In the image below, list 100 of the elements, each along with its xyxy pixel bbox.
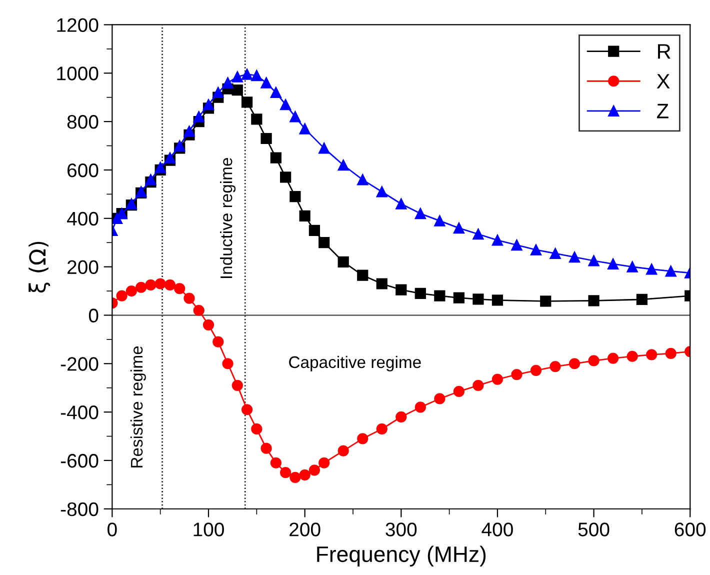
point — [550, 360, 561, 372]
point — [290, 472, 301, 483]
point — [434, 290, 446, 302]
point — [396, 411, 407, 422]
point — [232, 71, 243, 82]
point — [414, 288, 426, 299]
point — [434, 215, 446, 226]
point — [270, 86, 282, 98]
point — [241, 68, 253, 80]
point — [251, 423, 262, 435]
point — [232, 84, 243, 96]
point — [126, 285, 137, 297]
point — [453, 292, 464, 304]
y-tick-label: 200 — [68, 260, 98, 274]
point — [568, 252, 580, 263]
point — [270, 152, 282, 164]
point — [308, 464, 320, 476]
point — [472, 380, 484, 391]
point — [338, 256, 349, 268]
point — [626, 261, 638, 272]
y-tick-label: 1200 — [57, 18, 98, 32]
point — [164, 152, 176, 164]
x-tick-label: 400 — [482, 522, 513, 536]
point — [299, 210, 310, 222]
point — [116, 290, 128, 302]
annotation: Inductive regime — [220, 158, 236, 278]
point — [626, 350, 638, 362]
y-tick-label: 600 — [68, 163, 98, 178]
annotation: Capacitive regime — [289, 356, 421, 372]
point — [414, 402, 426, 413]
annotation: Resistive regime — [130, 346, 146, 468]
y-tick-label: 1000 — [57, 66, 98, 80]
point — [280, 467, 292, 478]
point — [164, 279, 176, 291]
point — [376, 423, 388, 435]
x-axis-title: Frequency (MHz) — [317, 546, 486, 566]
point — [270, 457, 282, 468]
point — [376, 186, 388, 198]
point — [396, 284, 407, 296]
y-tick-label: 0 — [88, 308, 98, 322]
point — [357, 270, 368, 281]
point — [222, 358, 234, 370]
point — [636, 294, 648, 306]
point — [184, 292, 195, 304]
point — [174, 140, 186, 152]
point — [453, 222, 464, 234]
point — [588, 295, 600, 306]
point — [212, 86, 224, 98]
point — [290, 111, 301, 122]
point — [174, 283, 186, 294]
point — [136, 282, 147, 293]
point — [608, 352, 619, 364]
point — [492, 294, 504, 306]
point — [299, 469, 310, 481]
x-tick-label: 0 — [108, 522, 117, 536]
point — [357, 433, 368, 444]
point — [665, 348, 676, 360]
point — [280, 172, 292, 183]
point — [280, 99, 292, 110]
point — [414, 208, 426, 220]
x-tick-label: 600 — [674, 522, 706, 536]
point — [568, 358, 580, 370]
point — [588, 355, 600, 366]
point — [550, 248, 561, 260]
point — [646, 349, 658, 360]
point — [511, 368, 522, 380]
point — [290, 191, 301, 202]
y-tick-label: 400 — [66, 212, 98, 226]
point — [154, 278, 166, 290]
y-tick-label: -400 — [60, 406, 98, 420]
x-tick-label: 300 — [386, 522, 417, 536]
point — [492, 374, 504, 385]
point — [453, 386, 464, 398]
point — [646, 264, 658, 275]
point — [472, 228, 484, 240]
x-tick-label: 100 — [194, 522, 224, 536]
point — [376, 278, 388, 290]
point — [665, 266, 676, 277]
point — [260, 442, 272, 454]
legend-label: Z — [656, 104, 668, 118]
point — [299, 123, 310, 134]
point — [222, 77, 234, 88]
point — [193, 111, 204, 122]
point — [338, 445, 349, 456]
point — [241, 96, 253, 108]
point — [145, 279, 156, 291]
point — [608, 258, 619, 270]
point — [251, 70, 262, 82]
point — [434, 393, 446, 404]
point — [357, 174, 368, 186]
legend-label: X — [656, 74, 670, 88]
point — [260, 132, 272, 144]
point — [145, 174, 156, 186]
y-tick-label: -800 — [60, 502, 98, 516]
y-axis-title: ξ (Ω) — [28, 242, 50, 293]
point — [472, 294, 484, 305]
point — [318, 457, 330, 468]
point — [154, 162, 166, 174]
point — [492, 234, 504, 246]
point — [511, 239, 522, 251]
